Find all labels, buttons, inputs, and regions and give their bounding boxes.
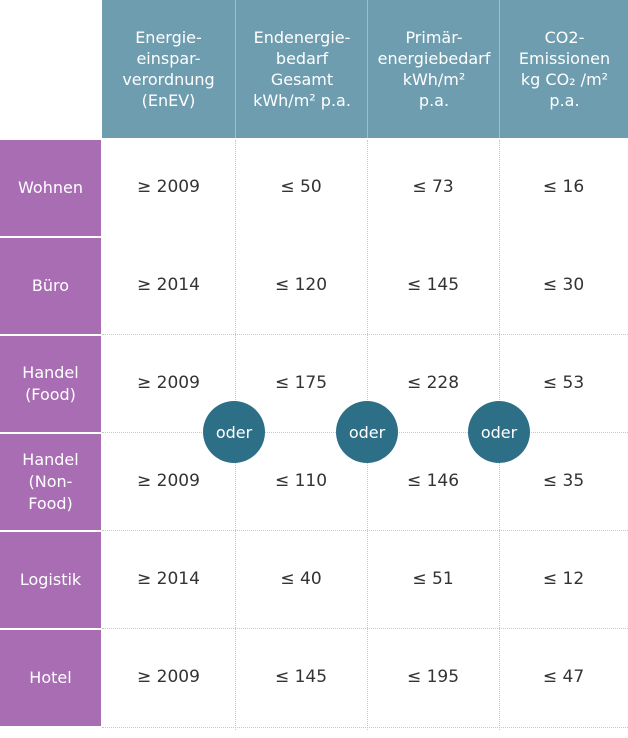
- table-cell: ≤ 145: [406, 275, 460, 295]
- table-cell: ≥ 2009: [137, 667, 200, 687]
- table-cell: ≤ 73: [412, 177, 454, 197]
- text-line: kg CO₂ /m²: [520, 70, 609, 89]
- row-label: Büro: [0, 238, 101, 334]
- text-line: CO2-: [544, 28, 585, 47]
- table-cell: ≥ 2009: [137, 177, 200, 197]
- row-divider: [102, 727, 628, 728]
- text-line: Primär-: [405, 28, 463, 47]
- row-label: Wohnen: [0, 140, 101, 236]
- text-line: (Non-: [28, 472, 73, 491]
- text-line: verordnung: [122, 70, 215, 89]
- table-cell: ≥ 2009: [137, 373, 200, 393]
- table-cell: ≤ 53: [542, 373, 585, 393]
- table-cell: ≥ 2009: [137, 471, 200, 491]
- table-cell: ≤ 145: [274, 667, 328, 687]
- oder-connector-badge: oder: [336, 401, 398, 463]
- text-line: Hotel: [29, 668, 72, 687]
- table-cell: ≥ 2014: [137, 275, 200, 295]
- table-cell: ≤ 16: [542, 177, 585, 197]
- text-line: Handel: [22, 450, 79, 469]
- text-line: Logistik: [19, 570, 82, 589]
- column-header: Endenergie-bedarf Gesamt kWh/m² p.a.: [235, 0, 368, 138]
- table-cell: ≤ 51: [412, 569, 454, 589]
- text-line: p.a.: [418, 91, 450, 110]
- table-cell: ≤ 120: [274, 275, 328, 295]
- column-header: Energie-einspar-verordnung (EnEV): [102, 0, 235, 138]
- table-cell: ≤ 195: [406, 667, 460, 687]
- table-cell: ≤ 228: [406, 373, 460, 393]
- text-line: Food): [28, 494, 73, 513]
- row-divider: [102, 334, 628, 335]
- row-divider: [102, 628, 628, 629]
- text-line: Büro: [31, 276, 70, 295]
- text-line: Wohnen: [18, 178, 83, 197]
- column-header: Primär-energiebedarf kWh/m² p.a.: [367, 0, 500, 138]
- table-cell: ≤ 40: [280, 569, 322, 589]
- text-line: Emissionen: [518, 49, 611, 68]
- table-cell: ≤ 110: [274, 471, 328, 491]
- text-line: kWh/m² p.a.: [253, 91, 351, 110]
- text-line: Endenergie-: [253, 28, 351, 47]
- text-line: Gesamt: [270, 70, 334, 89]
- table-cell: ≤ 12: [542, 569, 585, 589]
- row-label: Handel (Food): [0, 336, 101, 432]
- text-line: (Food): [25, 385, 76, 404]
- text-line: Energie-: [135, 28, 202, 47]
- text-line: einspar-: [136, 49, 201, 68]
- row-label: Logistik: [0, 532, 101, 628]
- table-cell: ≤ 47: [542, 667, 585, 687]
- row-label: Hotel: [0, 630, 101, 726]
- table-cell: ≤ 35: [542, 471, 585, 491]
- oder-connector-badge: oder: [468, 401, 530, 463]
- table-cell: ≤ 30: [542, 275, 585, 295]
- table-cell: ≤ 50: [280, 177, 322, 197]
- column-header: CO2- Emissionen kg CO₂ /m² p.a.: [499, 0, 628, 138]
- table-cell: ≥ 2014: [137, 569, 200, 589]
- text-line: kWh/m²: [402, 70, 466, 89]
- text-line: Handel: [22, 363, 79, 382]
- text-line: bedarf: [275, 49, 329, 68]
- table-cell: ≤ 146: [406, 471, 460, 491]
- text-line: p.a.: [549, 91, 580, 110]
- table-cell: ≤ 175: [274, 373, 328, 393]
- oder-connector-badge: oder: [203, 401, 265, 463]
- row-label: Handel (Non- Food): [0, 434, 101, 530]
- text-line: (EnEV): [141, 91, 196, 110]
- row-divider: [102, 530, 628, 531]
- text-line: energiebedarf: [377, 49, 491, 68]
